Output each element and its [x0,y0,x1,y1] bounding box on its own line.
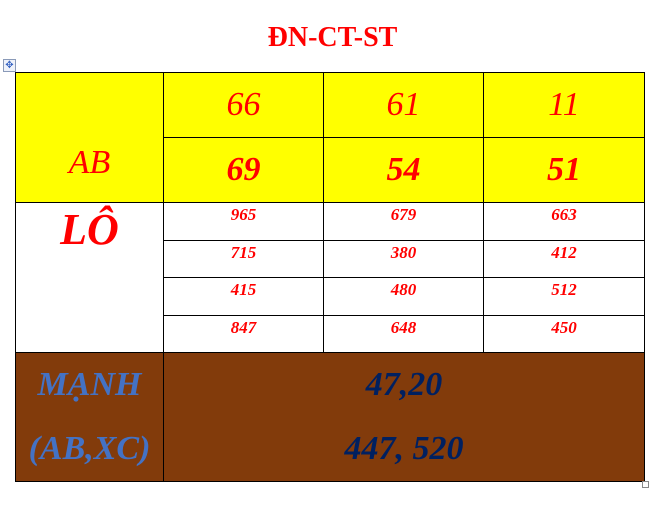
lo-cell: 965 [163,202,324,241]
lo-cell: 512 [483,277,645,316]
lo-cell: 380 [323,240,484,278]
manh-value: 47,20 447, 520 [163,352,645,482]
manh-value-line2: 447, 520 [344,430,464,467]
lo-cell: 480 [323,277,484,316]
manh-label-line2: (AB,XC) [28,430,151,467]
ab-cell: 54 [323,137,484,203]
table-row: 415 480 512 [16,277,645,316]
page-title: ĐN-CT-ST [267,22,398,53]
lo-cell: 663 [483,202,645,241]
table-resize-handle[interactable] [642,481,649,488]
table-row: MẠNH (AB,XC) 47,20 447, 520 [15,352,645,482]
ab-cell: 69 [163,137,324,203]
lo-cell: 715 [163,240,324,278]
table-row: LÔ 965 679 663 [15,202,645,353]
lo-cell: 679 [323,202,484,241]
lo-cell: 450 [483,315,645,353]
table-row: 847 648 450 [16,315,645,353]
table-move-handle-icon[interactable]: ✥ [3,59,16,72]
lo-cell: 648 [323,315,484,353]
lo-cell: 847 [163,315,324,353]
manh-value-line1: 47,20 [365,366,443,403]
manh-label: MẠNH (AB,XC) [15,352,164,482]
table-row: 69 54 51 [16,137,645,203]
table-row: AB 66 61 11 [15,72,645,203]
lo-label: LÔ [15,202,164,353]
lo-cell: 415 [163,277,324,316]
results-table: AB 66 61 11 69 54 51 LÔ 965 679 663 715 … [15,72,645,482]
ab-cell: 51 [483,137,645,203]
ab-cell: 61 [323,72,484,138]
ab-label: AB [15,72,164,203]
lo-cell: 412 [483,240,645,278]
manh-label-line1: MẠNH [37,366,142,403]
ab-cell: 11 [483,72,645,138]
ab-cell: 66 [163,72,324,138]
